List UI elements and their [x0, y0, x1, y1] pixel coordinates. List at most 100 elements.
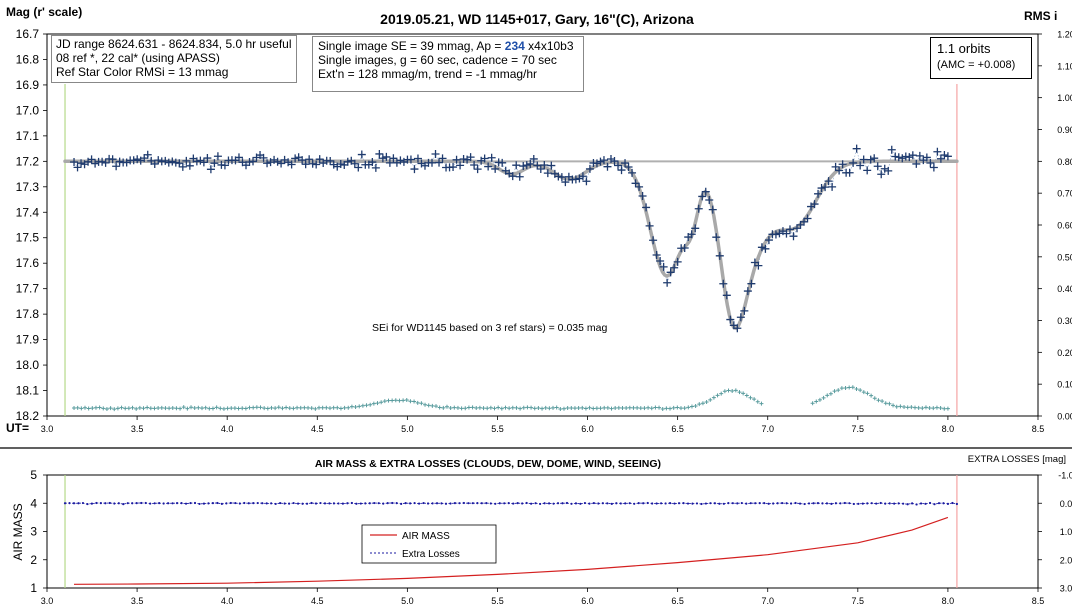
- rms-point: [327, 406, 332, 411]
- rms-point: [309, 406, 314, 411]
- rms-point: [594, 406, 599, 411]
- x-tick-label: 3.5: [131, 596, 144, 606]
- data-point: [905, 153, 914, 162]
- rms-point: [682, 406, 687, 411]
- extra-losses-point: [153, 502, 156, 505]
- data-point: [466, 153, 475, 162]
- x-tick-label: 5.5: [491, 424, 504, 434]
- data-point: [101, 158, 110, 167]
- aperture-value: 234: [504, 39, 525, 53]
- info-mid-line-1: Single image SE = 39 mmag, Ap = 234 x4x1…: [318, 39, 578, 53]
- rms-point: [236, 406, 241, 411]
- rms-point: [448, 405, 453, 410]
- rms-point: [909, 405, 914, 410]
- rms-point: [657, 405, 662, 410]
- rms-point: [744, 393, 749, 398]
- extra-losses-point: [225, 502, 228, 505]
- rms-point: [156, 405, 161, 410]
- data-point: [77, 159, 86, 168]
- extra-losses-point: [507, 501, 510, 505]
- rms-point: [554, 405, 559, 410]
- extra-losses-point: [426, 502, 430, 505]
- y-tick-label: 16.7: [16, 27, 40, 41]
- rms-point: [203, 405, 208, 410]
- x-tick-label: 7.5: [852, 424, 865, 434]
- rms-point: [810, 401, 815, 406]
- rms-point: [119, 405, 124, 410]
- data-point: [350, 159, 359, 168]
- rms-point: [492, 406, 497, 411]
- rms-point: [477, 405, 482, 410]
- extra-losses-point: [592, 501, 595, 505]
- data-point: [543, 169, 552, 178]
- data-point: [771, 230, 780, 239]
- extra-losses-point: [444, 502, 448, 505]
- rms-point: [905, 405, 910, 410]
- data-point: [249, 157, 258, 166]
- extra-losses-point: [888, 502, 891, 505]
- data-point: [301, 160, 310, 169]
- rms-point: [869, 393, 874, 398]
- extra-losses-point: [740, 501, 743, 505]
- extra-losses-point: [772, 502, 775, 505]
- data-point: [592, 159, 601, 168]
- extra-losses-point: [149, 502, 152, 505]
- data-point: [659, 262, 668, 271]
- data-point: [329, 160, 338, 169]
- y-tick-label: 17.3: [16, 180, 40, 194]
- extra-losses-point: [919, 502, 923, 505]
- data-point: [733, 324, 742, 333]
- info-mid-line-3: Ext'n = 128 mmag/m, trend = -1 mmag/hr: [318, 67, 538, 81]
- rms-point: [317, 405, 322, 410]
- rms-point: [660, 406, 665, 411]
- extra-losses-point: [556, 502, 560, 505]
- rms-point: [488, 405, 493, 410]
- extra-losses-point: [158, 501, 161, 505]
- extra-losses-point: [937, 502, 941, 505]
- data-point: [185, 161, 194, 170]
- rms-point: [514, 405, 519, 410]
- rms-point: [671, 405, 676, 410]
- data-point: [273, 157, 282, 166]
- extra-losses-point: [63, 502, 67, 505]
- data-point: [178, 162, 187, 171]
- data-point: [199, 158, 208, 167]
- rms-point: [108, 406, 113, 411]
- x-tick-label: 7.5: [852, 596, 865, 606]
- rms-point: [240, 406, 245, 411]
- extra-losses-point: [234, 501, 237, 505]
- rms-point: [463, 406, 468, 411]
- rms-point: [902, 404, 907, 409]
- extra-losses-point: [695, 502, 699, 505]
- extra-losses-point: [946, 502, 950, 505]
- rms-point: [368, 402, 373, 407]
- data-point: [873, 162, 882, 171]
- data-point: [291, 154, 300, 163]
- rms-point: [836, 388, 841, 393]
- top-chart-marks: [63, 84, 959, 416]
- rms-point: [668, 406, 673, 411]
- rms-point: [704, 399, 709, 404]
- data-point: [206, 165, 215, 174]
- rms-point: [719, 391, 724, 396]
- x-tick-label: 3.0: [41, 424, 54, 434]
- data-point: [410, 165, 419, 174]
- rms-point: [689, 404, 694, 409]
- rms-point: [397, 398, 402, 403]
- data-point: [645, 221, 654, 230]
- rms-point: [335, 405, 340, 410]
- rms-point: [532, 406, 537, 411]
- data-point: [428, 158, 437, 167]
- extra-losses-point: [597, 502, 600, 505]
- data-point: [87, 155, 96, 164]
- data-point: [856, 161, 865, 170]
- extra-losses-point: [413, 501, 416, 505]
- rms-point: [159, 405, 164, 410]
- data-point: [943, 152, 952, 161]
- y-tick-label: 17.6: [16, 256, 40, 270]
- data-point: [922, 153, 931, 162]
- extra-losses-point: [122, 503, 125, 506]
- data-point: [814, 189, 823, 198]
- data-point: [150, 159, 159, 168]
- data-point: [912, 159, 921, 168]
